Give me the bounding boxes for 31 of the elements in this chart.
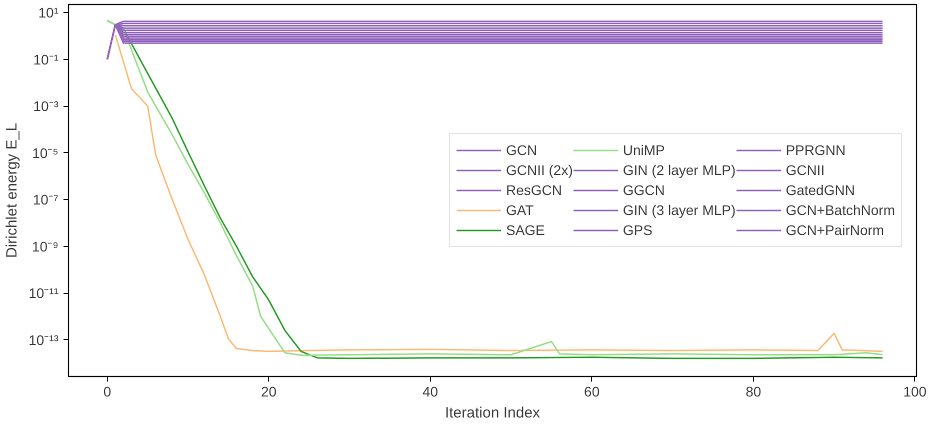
legend-label: SAGE: [506, 222, 545, 238]
legend-label: GGCN: [622, 182, 665, 198]
legend-label: GPS: [622, 222, 652, 238]
legend-label: GCNII: [786, 162, 825, 178]
x-tick-label: 80: [746, 384, 762, 400]
y-tick-label: 10⁻⁷: [32, 192, 59, 208]
x-axis-title: Iteration Index: [444, 404, 541, 422]
legend-label: GCN: [506, 142, 538, 158]
y-tick-label: 10⁻³: [33, 98, 59, 114]
x-tick-label: 100: [903, 384, 927, 400]
legend-label: GIN (2 layer MLP): [622, 162, 736, 178]
legend-label: GCN+BatchNorm: [786, 202, 895, 218]
legend-label: GAT: [506, 202, 534, 218]
legend-label: PPRGNN: [786, 142, 846, 158]
x-tick-label: 60: [584, 384, 600, 400]
x-tick-label: 20: [261, 384, 277, 400]
y-tick-label: 10⁻¹: [33, 51, 59, 68]
legend-label: ResGCN: [506, 182, 562, 198]
legend-label: GIN (3 layer MLP): [622, 202, 736, 218]
x-tick-label: 0: [103, 384, 112, 400]
legend-label: GCNII (2x): [506, 162, 573, 178]
y-tick-label: 10⁻⁵: [32, 144, 59, 161]
x-tick-label: 40: [422, 384, 438, 400]
y-tick-label: 10¹: [38, 4, 59, 21]
y-tick-label: 10⁻¹³: [28, 332, 59, 348]
y-tick-label: 10⁻¹¹: [28, 285, 59, 302]
legend-label: UniMP: [622, 142, 665, 158]
legend-label: GatedGNN: [786, 182, 855, 198]
legend-label: GCN+PairNorm: [786, 222, 884, 238]
y-axis-title: Dirichlet energy E_L: [4, 122, 21, 258]
y-tick-label: 10⁻⁹: [32, 238, 59, 254]
